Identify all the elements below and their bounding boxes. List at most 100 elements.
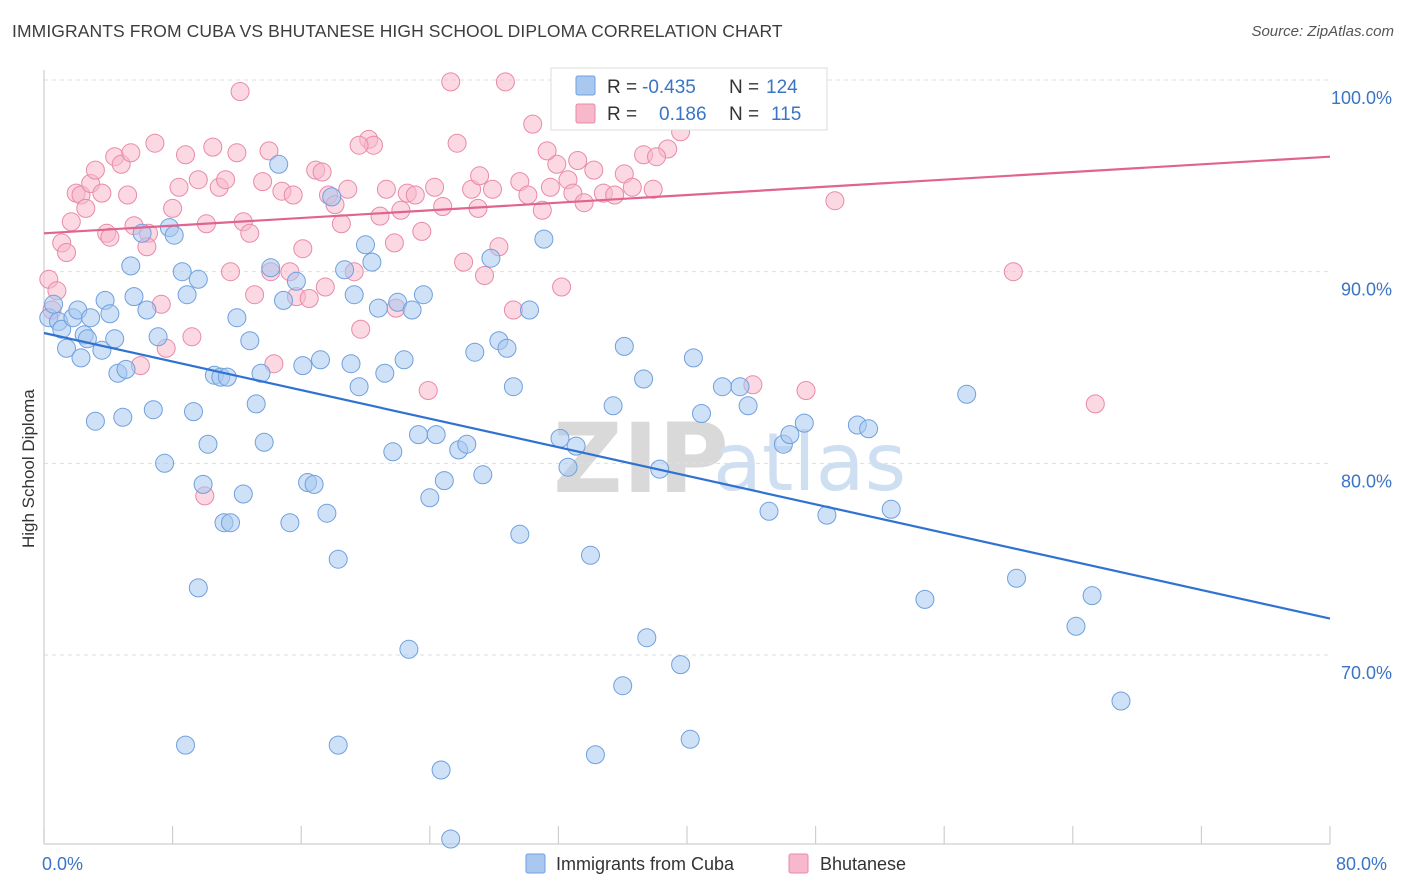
cuba-point [44,294,64,314]
bhutanese-point [283,185,303,205]
cuba-point [349,377,369,397]
cuba-point [503,377,523,397]
bhutanese-trend-line [43,155,1331,235]
bhutanese-point [475,266,494,285]
cuba-point [957,384,977,404]
bhutanese-point [253,172,273,192]
cuba-point [198,434,218,454]
cuba-point [481,248,501,268]
bhutanese-point [182,327,202,347]
cuba-point [409,425,428,445]
bhutanese-point [216,170,236,190]
cuba-point [335,260,355,280]
cuba-point [188,578,208,598]
bhutanese-point [349,135,369,155]
cuba-point [184,402,203,422]
cuba-point [143,400,163,420]
bhutanese-point [331,214,351,234]
cuba-point [712,377,732,397]
cuba-point [269,154,289,174]
cuba-point [680,729,700,749]
cuba-point [581,545,600,565]
cuba-point [881,499,901,519]
x-axis-ticks [43,826,1331,844]
bhutanese-point [425,177,445,197]
cuba-point [261,258,281,278]
bhutanese-point [540,177,560,197]
cuba-point [148,327,168,347]
cuba-point [341,354,361,374]
stats-n-label-cuba: N = [729,77,759,98]
cuba-point [227,308,247,328]
cuba-point [420,488,440,508]
bhutanese-point [796,381,816,400]
legend-label-bhutanese: Bhutanese [820,854,906,874]
cuba-point [399,639,419,659]
bhutanese-point [523,114,543,134]
cuba-point [105,329,125,349]
cuba-point [738,396,758,416]
cuba-point [730,377,750,397]
cuba-point [1007,568,1026,588]
cuba-point [344,285,364,305]
bhutanese-point [92,183,112,203]
cuba-point [534,229,554,249]
cuba-point [780,425,800,445]
cuba-point [240,331,260,351]
bhutanese-point [188,170,208,190]
bhutanese-point [647,147,666,167]
bhutanese-point [85,160,105,180]
cuba-point [254,432,274,452]
cuba-point [286,271,306,291]
bhutanese-point [376,179,396,199]
cuba-point [164,225,184,245]
bhutanese-point [547,154,567,174]
bhutanese-point [384,233,404,253]
bhutanese-point [61,212,81,232]
stats-box: R = -0.435 N = 124 R = 0.186 N = 115 [550,67,828,131]
bhutanese-point [454,252,474,272]
cuba-point [233,484,253,504]
stats-n-value-cuba: 124 [766,77,798,98]
cuba-point [221,513,240,533]
y-tick-label: 100.0% [1331,88,1392,108]
cuba-point [274,290,293,310]
cuba-point [402,300,422,320]
bhutanese-point [227,143,247,163]
cuba-point [1066,616,1086,636]
cuba-point [614,336,634,356]
cuba-point [57,338,76,358]
bhutanese-point [57,243,76,262]
bhutanese-point [537,141,557,161]
gridlines [44,79,1330,656]
bhutanese-point [121,143,141,163]
bhutanese-point [568,151,588,170]
cuba-point [176,735,195,755]
bhutanese-point [100,227,120,247]
cuba-point [246,394,266,414]
cuba-point [603,396,623,416]
cuba-point [759,501,779,521]
bhutanese-point [176,145,195,165]
bhutanese-point [412,221,432,241]
bhutanese-point [351,319,371,339]
cuba-point [634,369,654,389]
cuba-point [692,404,711,423]
cuba-point [683,348,703,368]
cuba-point [328,735,348,755]
cuba-point [113,407,133,427]
stats-box-frame [550,67,828,131]
bhutanese-point [518,185,538,205]
stats-swatch-cuba [575,75,596,96]
cuba-point [413,285,433,305]
cuba-point [322,187,342,207]
cuba-point [558,457,578,477]
bhutanese-point [76,198,96,218]
stats-r-value-bhutanese: 0.186 [659,104,707,125]
bhutanese-point [293,239,313,259]
cuba-point [280,513,300,533]
cuba-point [510,524,530,544]
cuba-point [137,300,157,320]
cuba-point [124,287,144,307]
